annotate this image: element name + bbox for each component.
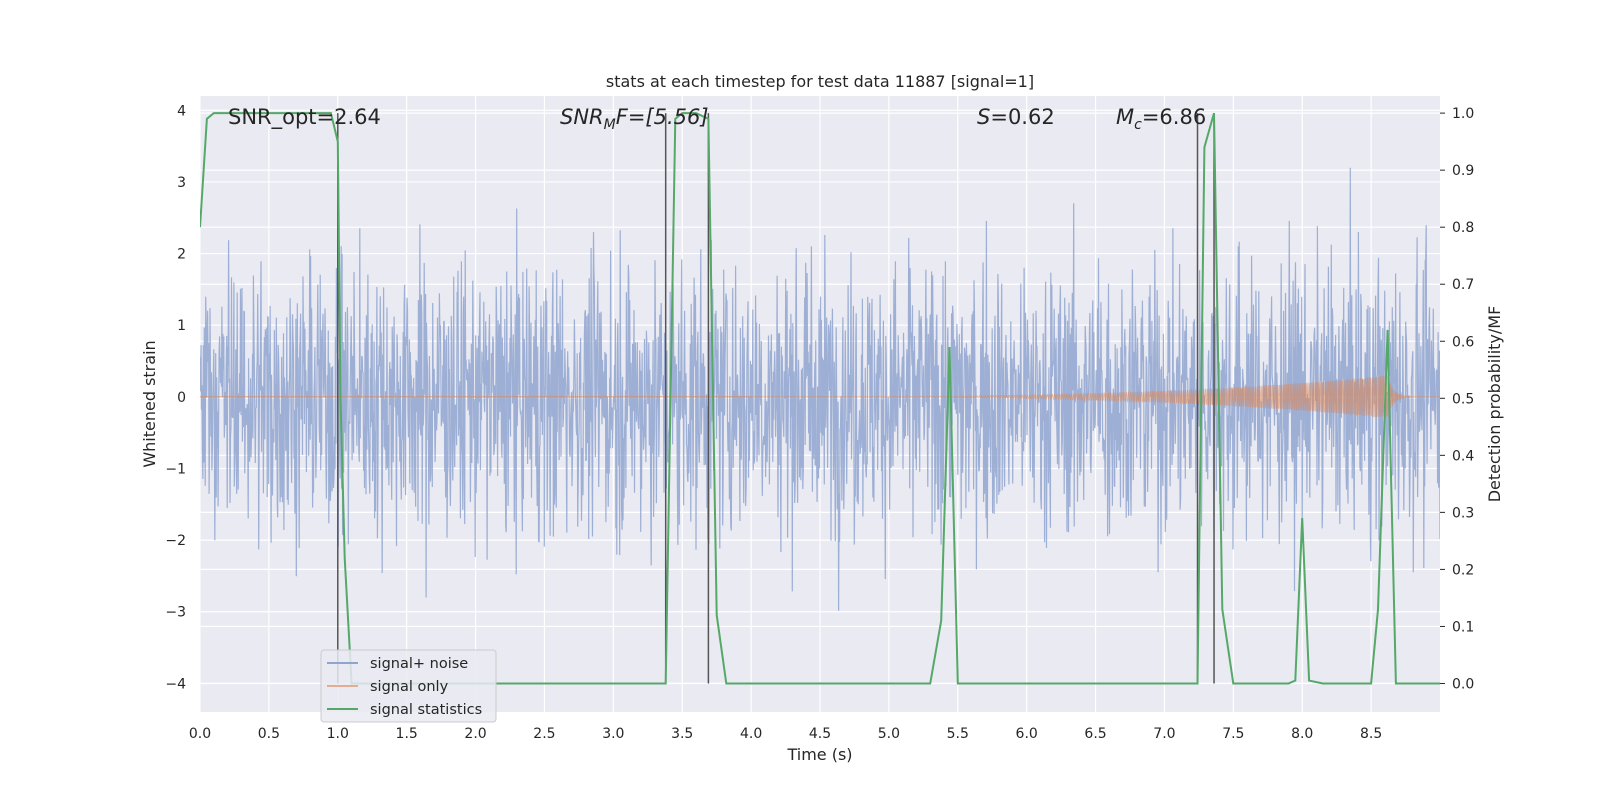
x-tick-label: 4.0: [740, 726, 762, 742]
x-tick-label: 7.0: [1153, 726, 1175, 742]
x-tick-label: 2.5: [533, 726, 555, 742]
mc-name: M: [1116, 105, 1134, 129]
x-axis-ticks: 0.0 0.5 1.0 1.5 2.0 2.5 3.0 3.5 4.0 4.5 5.0 5.5 6.0 6…: [189, 726, 1382, 742]
right-tick-label: 0.1: [1452, 619, 1474, 635]
x-tick-label: 6.5: [1084, 726, 1106, 742]
x-tick-label: 8.5: [1360, 726, 1382, 742]
x-tick-label: 0.5: [258, 726, 280, 742]
right-tick-label: 0.5: [1452, 391, 1474, 407]
x-tick-label: 6.0: [1016, 726, 1038, 742]
statistics-line: [200, 112, 1440, 685]
y-tick-label: −1: [165, 461, 186, 477]
signal-only-series: [200, 375, 1440, 418]
y-tick-label: 3: [177, 175, 186, 191]
x-tick-label: 1.0: [327, 726, 349, 742]
legend-label-stats: signal statistics: [370, 702, 482, 718]
signal-noise-series: [200, 167, 1440, 611]
right-tick-label: 0.4: [1452, 448, 1474, 464]
snr-mf-sub: M: [604, 117, 616, 133]
x-tick-label: 8.0: [1291, 726, 1313, 742]
legend-label-signal: signal only: [370, 679, 449, 695]
right-tick-label: 0.8: [1452, 220, 1474, 236]
right-tick-label: 0.9: [1452, 163, 1474, 179]
x-tick-label: 4.5: [809, 726, 831, 742]
y-tick-label: −2: [165, 533, 186, 549]
right-axis-ticks: 1.0 0.9 0.8 0.7 0.6 0.5 0.4 0.3 0.2 0.1 0.0: [1440, 106, 1474, 692]
snr-mf-rest: F=[5.56]: [616, 105, 709, 129]
right-tick-label: 0.2: [1452, 562, 1474, 578]
right-tick-label: 0.6: [1452, 334, 1474, 350]
s-name: S: [977, 105, 990, 129]
y-tick-label: −3: [165, 605, 186, 621]
right-tick-label: 0.7: [1452, 277, 1474, 293]
y-tick-label: 1: [177, 318, 186, 334]
y-tick-label: −4: [165, 676, 186, 692]
annotation-snr-mf: SNRMF=[5.56]: [560, 105, 709, 133]
y-axis-label: Whitened strain: [140, 340, 159, 467]
legend-box: [320, 649, 497, 723]
noise-trace: [200, 167, 1440, 611]
annotation-s: S=0.62: [977, 105, 1055, 129]
signal-statistics-series: [200, 112, 1440, 685]
x-tick-label: 2.0: [464, 726, 486, 742]
x-tick-label: 5.0: [878, 726, 900, 742]
right-tick-label: 0.3: [1452, 505, 1474, 521]
signal-chirp-trace: [751, 375, 1440, 418]
x-tick-label: 5.5: [947, 726, 969, 742]
legend: signal+ noise signal only signal statist…: [320, 649, 497, 723]
annotation-snr-opt: SNR_opt=2.64: [228, 105, 381, 130]
right-tick-label: 0.0: [1452, 676, 1474, 692]
legend-label-noise: signal+ noise: [370, 656, 468, 672]
x-tick-label: 7.5: [1222, 726, 1244, 742]
right-tick-label: 1.0: [1452, 106, 1474, 122]
x-tick-label: 3.0: [602, 726, 624, 742]
s-value: =0.62: [990, 105, 1054, 129]
right-axis-label: Detection probability/MF: [1485, 306, 1504, 503]
x-tick-label: 1.5: [396, 726, 418, 742]
y-axis-ticks: 4 3 2 1 0 −1 −2 −3 −4: [165, 103, 186, 692]
x-tick-label: 3.5: [671, 726, 693, 742]
chart-title: stats at each timestep for test data 118…: [606, 72, 1034, 91]
y-tick-label: 4: [177, 103, 186, 119]
snr-mf-base: SNR: [560, 105, 604, 129]
y-tick-label: 0: [177, 390, 186, 406]
x-axis-label: Time (s): [786, 745, 852, 764]
x-tick-label: 0.0: [189, 726, 211, 742]
mc-value: =6.86: [1142, 105, 1206, 129]
mc-sub: c: [1134, 117, 1142, 133]
annotation-mc: Mc=6.86: [1116, 105, 1206, 133]
y-tick-label: 2: [177, 247, 186, 263]
